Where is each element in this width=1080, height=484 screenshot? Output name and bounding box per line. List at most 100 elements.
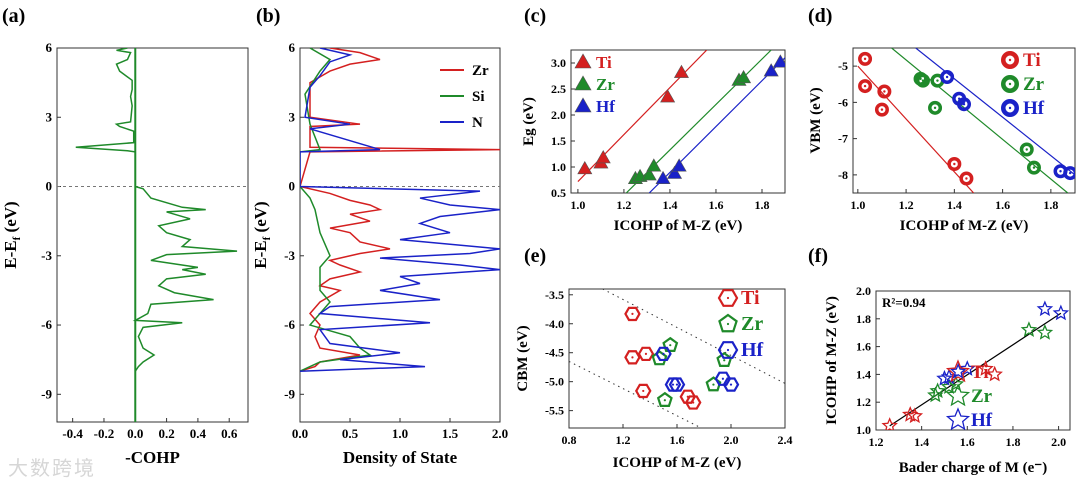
- y-tick-label: -4.0: [545, 317, 564, 331]
- legend-label: Hf: [1023, 98, 1045, 119]
- marker-center: [675, 383, 679, 386]
- hexagon-marker: [634, 383, 652, 399]
- plot-frame: [570, 49, 786, 194]
- x-tick-label: 0.2: [158, 426, 174, 441]
- y-axis-label: CBM (eV): [515, 325, 531, 391]
- y-tick-label: 2.0: [856, 284, 871, 298]
- legend-label: Ti: [971, 362, 989, 383]
- ring-marker: [1063, 166, 1075, 181]
- marker-center: [723, 359, 726, 362]
- x-tick-label: 1.6: [995, 198, 1010, 212]
- hexagon-marker: [664, 377, 682, 392]
- x-tick-label: 0.4: [190, 426, 207, 441]
- x-tick-label: 2.0: [724, 433, 739, 447]
- ring-marker-center: [1068, 171, 1072, 175]
- x-tick-label: 2.4: [778, 433, 793, 447]
- plot-area: [569, 289, 785, 428]
- series-ti: [577, 64, 689, 175]
- marker-center: [644, 352, 648, 355]
- panel-f: (f)1.2 1.4 1.6 1.8 2.01.01.21.41.61.82.0Bade…: [808, 245, 1071, 476]
- series-zr: [300, 48, 500, 372]
- star-marker: [940, 378, 958, 394]
- panel-label: (a): [2, 5, 25, 27]
- legend-label: Hf: [741, 339, 764, 361]
- plot-frame: [875, 290, 1071, 431]
- series-hf: [655, 54, 785, 184]
- hexagon-marker: [655, 346, 672, 362]
- marker-center: [726, 348, 730, 352]
- panel-a: (a) -0.4 -0.2 0.0 0.2 0.4 0.6 6 3 0 -3 -6 -9 -COHP E-E…: [1, 5, 249, 467]
- triangle-marker: [655, 170, 671, 184]
- plot-area: [300, 48, 500, 372]
- ring-marker-center: [953, 162, 956, 166]
- y-tick-label: 1.5: [551, 134, 566, 148]
- x-tick-label: 1.4: [914, 435, 929, 449]
- y-tick-label: 0.5: [551, 186, 566, 200]
- y-tick-label: -8: [838, 168, 848, 182]
- ring-marker-center: [880, 108, 884, 111]
- y-axis-label-sub: f: [11, 236, 23, 240]
- series-zr: [913, 71, 1041, 175]
- star-marker: [977, 360, 994, 376]
- y-axis-label: ICOHP of M-Z (eV): [824, 296, 840, 425]
- ring-marker: [1019, 142, 1034, 157]
- ring-marker: [940, 70, 955, 84]
- legend-label: Ti: [596, 53, 612, 72]
- plot-frame: [299, 47, 501, 423]
- marker-center: [642, 389, 645, 393]
- panel-c: (c) 1.0 1.2 1.4 1.6 1.8 0.5 1.0 1.5 2.0 2.5 3.0 ICOH…: [521, 5, 786, 234]
- panel-b: (b) 0.0 0.5 1.0 1.5 2.0 6 3 0 -3 -6 -9 Density of St…: [251, 5, 508, 467]
- pentagon-marker: [656, 391, 673, 407]
- hexagon-marker: [624, 350, 641, 365]
- legend-item-hf: Hf: [1001, 98, 1045, 119]
- ring-marker-center: [936, 79, 939, 82]
- plot-frame: [56, 47, 249, 423]
- y-tick-label: -5.5: [545, 404, 564, 418]
- y-tick-label: -3: [284, 248, 295, 263]
- legend-label: Zr: [971, 386, 993, 407]
- y-axis-label-sub: f: [261, 236, 273, 240]
- pentagon-marker: [651, 350, 668, 366]
- ring-marker: [1001, 51, 1019, 69]
- ring-marker-center: [1059, 170, 1062, 173]
- x-axis-label: -COHP: [125, 448, 180, 467]
- x-tick-label: 1.4: [947, 198, 962, 212]
- series-ti: [624, 306, 702, 410]
- star-marker: [959, 360, 976, 376]
- marker-center: [729, 383, 733, 386]
- triangle-marker: [763, 63, 779, 77]
- triangle-marker: [641, 167, 657, 181]
- ring-marker-center: [921, 79, 925, 82]
- y-tick-label: -6: [41, 317, 52, 332]
- triangle-marker: [646, 158, 662, 172]
- x-tick-label: 1.0: [570, 198, 585, 212]
- y-tick-label: 1.6: [856, 340, 871, 354]
- legend-item-hf: Hf: [574, 97, 615, 116]
- ring-marker: [947, 157, 962, 171]
- x-tick-label: 1.2: [616, 198, 631, 212]
- series-hf: [655, 346, 740, 392]
- y-tick-label: 0: [46, 179, 53, 194]
- y-axis-label: E-Ef (eV): [251, 201, 273, 268]
- pentagon-marker: [705, 376, 722, 392]
- legend-label: Zr: [741, 313, 763, 335]
- legend-label: Ti: [1023, 50, 1041, 71]
- legend-item-hf: Hf: [717, 339, 764, 361]
- ring-marker-center: [945, 75, 949, 79]
- triangle-marker: [673, 64, 689, 78]
- x-tick-label: 1.2: [616, 433, 631, 447]
- legend-item-zr: Zr: [718, 313, 763, 335]
- x-axis-label: ICOHP of M-Z (eV): [613, 455, 742, 471]
- panel-label: (d): [808, 5, 832, 27]
- legend-item-hf: Hf: [945, 407, 993, 431]
- x-tick-label: 1.6: [960, 435, 975, 449]
- panel-d: (d) 1.0 1.2 1.4 1.6 1.8 -5 -6 -7 -8 ICOHP of M-Z (…: [808, 5, 1076, 234]
- x-tick-label: 1.6: [708, 198, 723, 212]
- y-axis-label: E-Ef (eV): [1, 201, 23, 268]
- y-tick-label: 0: [289, 179, 296, 194]
- y-axis-label-unit: (eV): [1, 201, 20, 236]
- y-tick-label: -9: [41, 386, 52, 401]
- ring-marker: [959, 171, 974, 186]
- hexagon-marker: [624, 306, 641, 322]
- y-tick-label: -7: [838, 132, 848, 146]
